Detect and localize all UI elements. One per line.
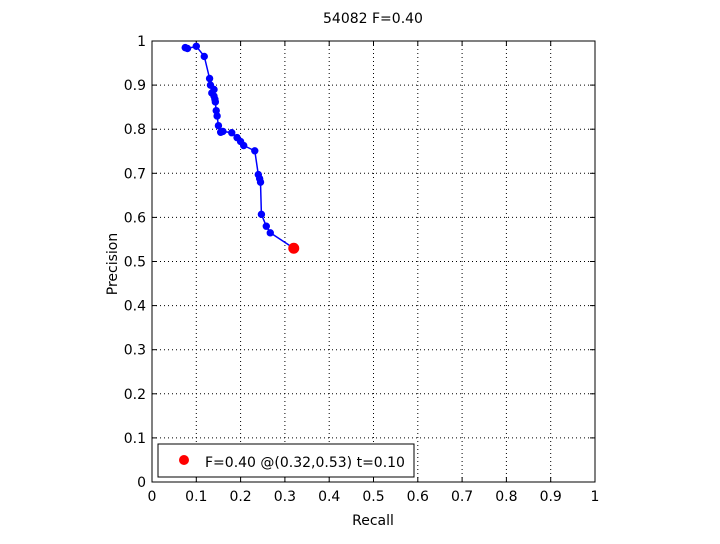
x-tick-label: 0 <box>148 489 157 505</box>
x-tick-label: 0.6 <box>407 489 429 505</box>
y-tick-label: 0.2 <box>124 387 146 403</box>
chart-title: 54082 F=0.40 <box>323 11 423 27</box>
pr-curve-point <box>219 127 227 136</box>
legend: F=0.40 @(0.32,0.53) t=0.10 <box>157 443 415 478</box>
pr-curve-point <box>192 42 201 50</box>
y-tick-label: 0.6 <box>124 210 146 226</box>
y-tick-label: 0.9 <box>124 78 146 94</box>
y-tick-label: 0.5 <box>124 255 146 271</box>
x-tick-label: 0.9 <box>540 489 562 505</box>
pr-curve-point <box>210 85 218 94</box>
x-axis-label: Recall <box>352 513 394 529</box>
x-tick-label: 0.8 <box>495 489 517 505</box>
pr-curve-point <box>256 178 265 186</box>
legend-box <box>157 443 415 478</box>
x-tick-label: 0.5 <box>362 489 384 505</box>
pr-curve-point <box>262 222 270 230</box>
x-tick-label: 0.4 <box>318 489 340 505</box>
pr-curve-point <box>214 121 223 130</box>
pr-curve-point <box>213 112 221 120</box>
pr-curve-point <box>200 52 208 61</box>
legend-marker <box>179 455 189 465</box>
pr-curve-point <box>266 229 274 237</box>
legend-text: F=0.40 @(0.32,0.53) t=0.10 <box>205 455 405 471</box>
y-tick-label: 0.7 <box>124 166 146 182</box>
series <box>181 42 300 254</box>
x-tick-label: 0.2 <box>229 489 251 505</box>
best-f-point <box>288 242 300 254</box>
y-tick-label: 0.8 <box>124 122 146 138</box>
grid <box>152 41 595 482</box>
x-tick-label: 1 <box>591 489 600 505</box>
y-tick-label: 0.3 <box>124 343 146 359</box>
y-tick-label: 0 <box>137 475 146 491</box>
x-tick-label: 0.1 <box>185 489 207 505</box>
y-axis-label: Precision <box>105 233 121 295</box>
y-tick-label: 1 <box>137 34 146 50</box>
pr-curve-point <box>183 44 192 53</box>
x-tick-label: 0.3 <box>274 489 296 505</box>
pr-curve-point <box>205 74 214 83</box>
pr-curve-point <box>257 210 266 219</box>
y-tick-label: 0.4 <box>124 299 146 315</box>
ticks: 0 0.1 0.2 0.3 0.4 0.5 0.6 0.7 0.8 0.9 1 0 0.1 0.2 0.3 0… <box>124 34 600 505</box>
pr-curve-point <box>228 129 236 137</box>
y-tick-label: 0.1 <box>124 431 146 447</box>
x-tick-label: 0.7 <box>451 489 473 505</box>
pr-curve-point <box>251 147 259 155</box>
pr-curve-point <box>240 141 248 150</box>
pr-curve-point <box>211 98 220 106</box>
